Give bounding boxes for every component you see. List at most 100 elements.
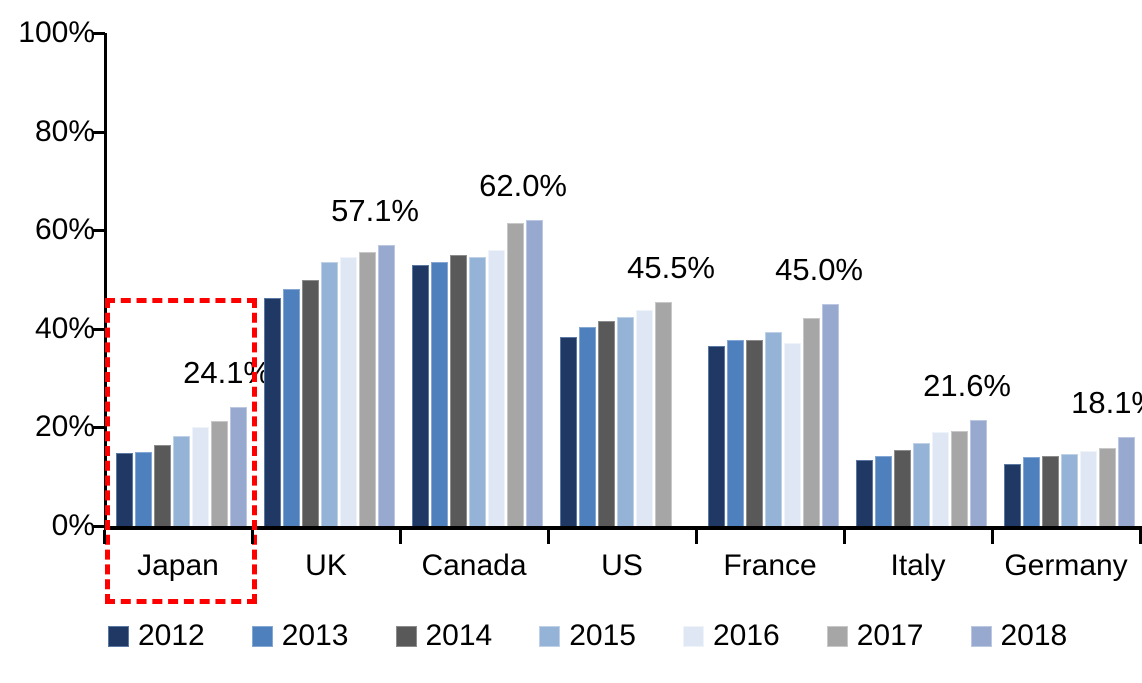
legend-label-2016: 2016 <box>713 619 780 652</box>
y-axis-tick-mark <box>92 327 105 331</box>
bar-canada-2018 <box>525 220 543 526</box>
y-axis-tick-label-80: 80% <box>34 114 95 148</box>
data-label-germany: 18.1% <box>1071 384 1142 420</box>
bar-canada-2014 <box>449 254 467 526</box>
y-axis-tick-label-40: 40% <box>34 311 95 345</box>
legend-item-2014: 2014 <box>395 619 493 652</box>
legend-item-2012: 2012 <box>108 621 205 651</box>
bar-us-2014 <box>597 321 615 526</box>
bar-italy-2016 <box>931 432 949 526</box>
bar-italy-2014 <box>893 450 911 526</box>
y-axis-tick-label-100: 100% <box>18 16 95 49</box>
x-axis-tick-mark <box>695 530 698 544</box>
category-label-uk: UK <box>305 549 347 582</box>
y-axis-tick-mark <box>92 32 105 35</box>
bar-uk-2016 <box>339 257 357 526</box>
bar-france-2013 <box>726 339 744 526</box>
bar-group-canada: 62.0% <box>403 33 567 526</box>
bar-uk-2015 <box>320 262 338 526</box>
legend-swatch-2017 <box>826 625 848 647</box>
bar-group-italy: 21.6% <box>847 33 1011 526</box>
bar-germany-2013 <box>1022 457 1040 526</box>
category-label-japan: Japan <box>137 549 219 582</box>
bar-japan-2016 <box>191 426 209 526</box>
bar-france-2012 <box>707 346 725 526</box>
bar-uk-2012 <box>263 297 281 526</box>
bar-germany-2018 <box>1117 436 1135 526</box>
bar-canada-2015 <box>468 256 486 526</box>
bar-japan-2018 <box>229 407 247 526</box>
x-axis-tick-mark <box>1139 530 1142 544</box>
y-axis-tick-mark <box>92 229 105 233</box>
category-label-germany: Germany <box>1004 549 1128 582</box>
y-axis-tick-mark <box>92 130 105 134</box>
bar-japan-2015 <box>172 436 190 526</box>
bar-italy-2015 <box>912 443 930 526</box>
x-axis-tick-mark <box>991 530 994 544</box>
legend-label-2014: 2014 <box>425 619 493 652</box>
bar-japan-2017 <box>210 421 228 526</box>
bar-japan-2012 <box>115 453 133 526</box>
x-axis-tick-mark <box>251 530 254 544</box>
data-label-italy: 21.6% <box>923 367 1011 403</box>
bar-group-us: 45.5% <box>551 33 715 526</box>
bar-uk-2018 <box>377 244 395 526</box>
legend-swatch-2014 <box>395 625 417 647</box>
legend-swatch-2012 <box>108 625 129 647</box>
data-label-france: 45.0% <box>775 252 863 288</box>
bar-italy-2018 <box>969 419 987 526</box>
bar-japan-2014 <box>153 444 171 526</box>
x-axis-tick-mark <box>399 530 402 544</box>
legend-label-2018: 2018 <box>1000 619 1068 652</box>
y-axis-tick-label-60: 60% <box>34 213 95 247</box>
y-axis-tick-mark <box>92 525 105 528</box>
bar-france-2018 <box>821 304 839 526</box>
legend-swatch-2016 <box>683 625 704 647</box>
category-label-canada: Canada <box>421 549 527 582</box>
legend-label-2017: 2017 <box>856 619 924 652</box>
bar-us-2013 <box>578 327 596 526</box>
bar-canada-2016 <box>487 249 505 526</box>
legend-item-2015: 2015 <box>539 621 636 651</box>
legend-label-2012: 2012 <box>138 619 205 652</box>
legend-swatch-2013 <box>251 625 273 647</box>
japan-highlight-dashed-box <box>105 298 257 604</box>
category-label-france: France <box>723 549 817 582</box>
bar-france-2017 <box>802 317 820 526</box>
bar-group-germany: 18.1% <box>995 33 1142 526</box>
y-axis-tick-label-0: 0% <box>51 509 95 542</box>
legend-swatch-2015 <box>539 625 561 647</box>
bar-us-2012 <box>559 337 577 526</box>
bar-germany-2012 <box>1003 463 1021 526</box>
plot-area: 24.1% 57.1% 62.0% 45.5% 45.0% 21.6% 18.1% <box>104 33 1142 530</box>
bar-japan-2013 <box>134 452 152 526</box>
bar-germany-2014 <box>1041 455 1059 526</box>
bar-uk-2017 <box>358 251 376 526</box>
data-label-uk: 57.1% <box>331 192 419 228</box>
bar-germany-2017 <box>1098 448 1116 526</box>
bar-us-2016 <box>635 310 653 526</box>
bar-canada-2013 <box>430 262 448 526</box>
bar-italy-2017 <box>950 431 968 526</box>
data-label-canada: 62.0% <box>479 168 567 204</box>
bar-us-2015 <box>616 316 634 526</box>
category-label-italy: Italy <box>890 549 946 582</box>
bar-germany-2016 <box>1079 451 1097 526</box>
bar-france-2015 <box>764 332 782 526</box>
category-label-us: US <box>601 549 643 582</box>
x-axis-tick-mark <box>103 530 106 544</box>
legend-item-2018: 2018 <box>970 619 1068 652</box>
bar-france-2016 <box>783 342 801 526</box>
bar-group-france: 45.0% <box>699 33 863 526</box>
legend-label-2013: 2013 <box>281 619 349 652</box>
bar-us-2017 <box>654 301 672 526</box>
bar-uk-2013 <box>282 289 300 526</box>
legend-item-2016: 2016 <box>683 621 780 651</box>
x-axis-tick-mark <box>547 530 550 544</box>
y-axis-tick-label-20: 20% <box>34 410 95 444</box>
legend-item-2017: 2017 <box>826 619 924 652</box>
y-axis-tick-mark <box>92 426 105 430</box>
legend-swatch-2018 <box>970 625 992 647</box>
